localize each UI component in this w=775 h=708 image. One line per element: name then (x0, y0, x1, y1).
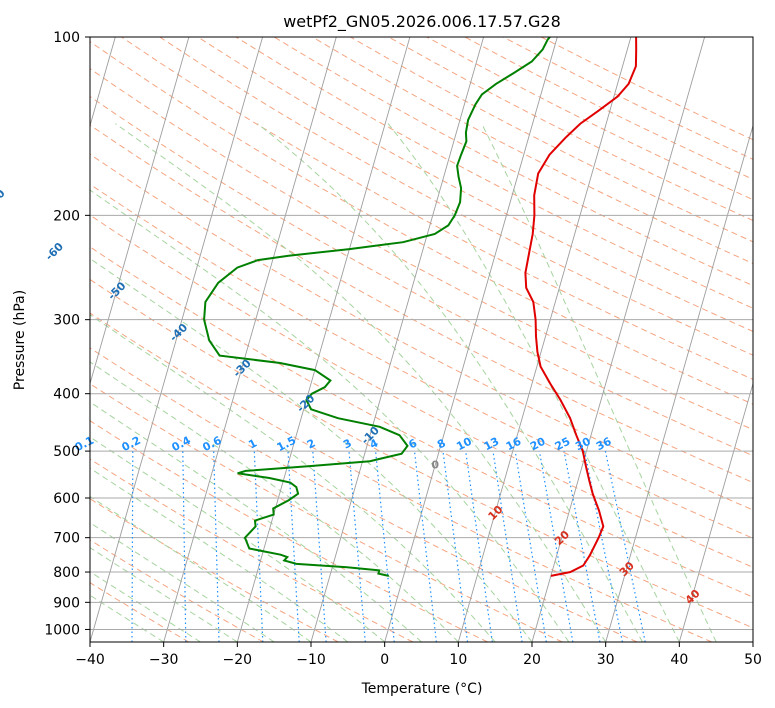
dewpoint-line (203, 37, 551, 577)
mixing-ratio-line (312, 451, 327, 642)
mixing-ratio-line (287, 451, 300, 642)
sounding-series (203, 37, 638, 577)
mixing-ratio-label: 10 (454, 435, 474, 454)
x-tick-label: −40 (75, 652, 105, 668)
x-tick-label: 40 (670, 652, 688, 668)
dry-adiabat-line (90, 420, 488, 642)
x-tick-label: 30 (597, 652, 615, 668)
isotherm-line (90, 37, 190, 386)
dry-adiabat-line (90, 41, 753, 405)
y-tick-label: 1000 (44, 622, 80, 638)
isotherm-line (605, 124, 753, 642)
mixing-ratio-label: 25 (553, 435, 573, 454)
moist-adiabat-line (90, 571, 201, 642)
y-axis-title: Pressure (hPa) (12, 290, 28, 390)
mixing-ratio-line (182, 451, 187, 642)
dry-adiabat-line (121, 37, 753, 380)
mixing-ratio-label: 20 (528, 435, 548, 454)
dry-adiabat-line (90, 539, 264, 642)
isotherm-line (531, 37, 706, 642)
x-tick-label: −30 (149, 652, 179, 668)
moist-adiabat-line (481, 123, 717, 642)
mixing-ratio-line (465, 451, 493, 642)
plot-frame (89, 36, 754, 643)
y-tick-label: 200 (53, 208, 80, 224)
y-tick-label: 300 (53, 313, 80, 329)
dry-adiabat-line (90, 214, 753, 568)
mixing-ratio-line (348, 451, 366, 642)
y-tick-label: 700 (53, 531, 80, 547)
moist-adiabat-line (90, 314, 496, 642)
dry-adiabat-line (90, 124, 753, 484)
mixing-ratio-line (413, 451, 437, 642)
dry-adiabat-line (90, 347, 638, 642)
moist-adiabat-line (90, 401, 422, 642)
isotherm-line (678, 382, 753, 642)
isotherm-line (310, 37, 485, 642)
chart-title: wetPf2_GN05.2026.006.17.57.G28 (283, 12, 561, 32)
y-tick-label: 600 (53, 491, 80, 507)
dry-adiabat-line (197, 37, 753, 332)
isotherm-line (236, 37, 411, 642)
x-tick-label: 10 (449, 652, 467, 668)
x-tick-label: −20 (223, 652, 253, 668)
isotherm-line (90, 37, 264, 642)
dry-adiabat-line (90, 582, 190, 642)
moist-adiabat-line (115, 123, 607, 642)
mixing-ratio-line (375, 451, 395, 642)
isotherm-line (457, 37, 632, 642)
y-tick-label: 400 (53, 387, 80, 403)
moist-adiabat-line (90, 495, 312, 642)
dry-adiabat-line (90, 312, 712, 642)
x-tick-label: 0 (380, 652, 389, 668)
dry-adiabat-line (90, 246, 753, 598)
mixing-ratio-label: 30 (573, 435, 593, 454)
background-grid (90, 37, 753, 642)
mixing-ratio-line (442, 451, 469, 642)
mixing-ratio-label: 16 (504, 435, 524, 454)
dry-adiabat-line (90, 183, 753, 539)
moist-adiabat-line (90, 436, 386, 642)
moist-adiabat-line (90, 467, 349, 642)
isotherm-line (163, 37, 337, 642)
moist-adiabat-line (90, 594, 164, 642)
y-tick-label: 100 (53, 30, 80, 46)
moist-adiabat-line (90, 189, 570, 642)
axes: −40 −30 −20 −10 0 10 20 30 40 5010020030040050060… (44, 30, 762, 668)
mixing-ratio-line (563, 450, 601, 642)
moist-adiabat-line (90, 522, 275, 642)
mixing-ratio-line (253, 451, 264, 642)
dry-adiabat-line (235, 37, 753, 309)
x-tick-label: 20 (523, 652, 541, 668)
mixing-ratio-line (604, 450, 646, 642)
moist-adiabat-line (90, 547, 238, 642)
moist-adiabat-line (90, 361, 459, 642)
mixing-ratio-label: 13 (482, 435, 502, 454)
dry-adiabat-line (90, 458, 414, 642)
mixing-ratio-line (492, 451, 523, 642)
dry-adiabat-line (90, 153, 753, 511)
isotherm-label: -70 (0, 187, 8, 210)
mixing-ratio-line (131, 451, 134, 642)
moist-adiabat-line (90, 257, 533, 642)
mixing-ratio-label: 36 (594, 435, 614, 454)
moist-adiabat-line (257, 123, 643, 642)
x-tick-label: −10 (296, 652, 326, 668)
isotherm-line (384, 37, 558, 642)
freezing-level-label: 0 (431, 459, 439, 472)
x-axis-title: Temperature (°C) (361, 681, 483, 697)
y-tick-label: 500 (53, 444, 80, 460)
mixing-ratio-line (514, 451, 547, 642)
temperature-line (524, 37, 638, 577)
moist-adiabat-line (387, 123, 680, 642)
y-tick-label: 900 (53, 595, 80, 611)
mixing-ratio-line (538, 450, 574, 642)
mixing-ratio-line (213, 451, 220, 642)
y-tick-label: 800 (53, 565, 80, 581)
x-tick-label: 50 (744, 652, 762, 668)
dry-adiabat-line (90, 278, 753, 629)
